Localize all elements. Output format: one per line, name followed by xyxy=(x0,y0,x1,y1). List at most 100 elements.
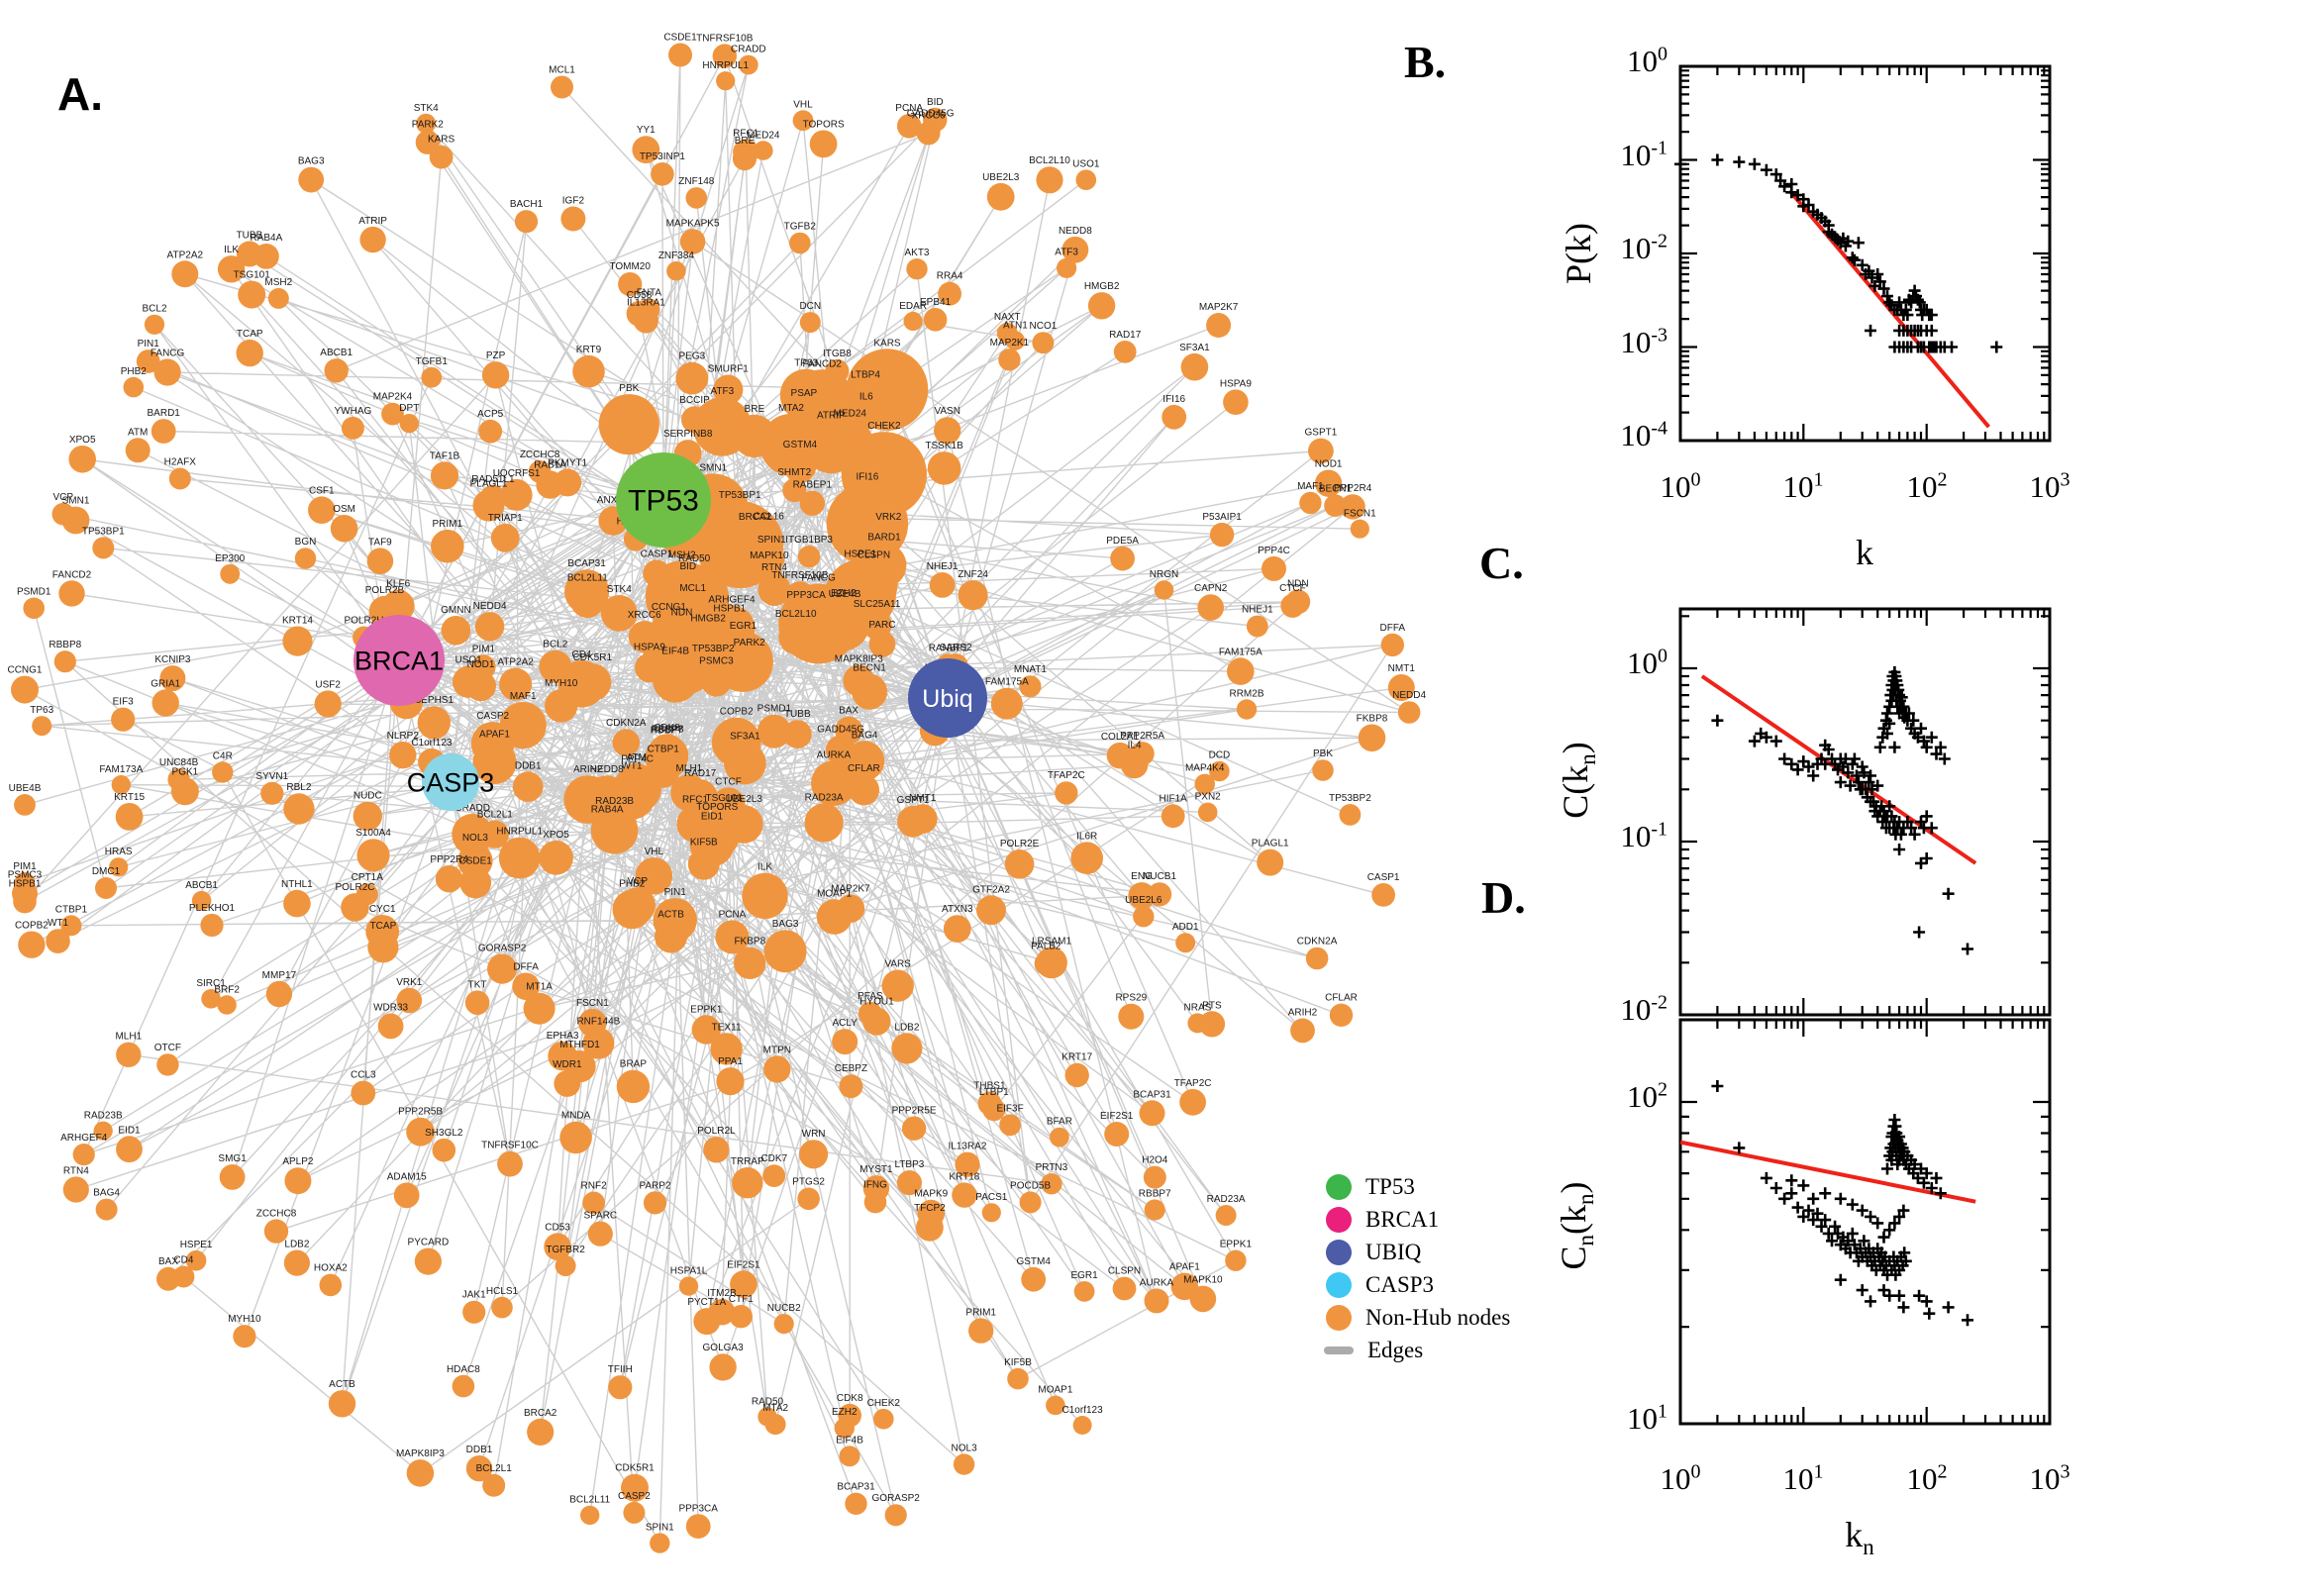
legend-item: UBIQ xyxy=(1326,1237,1421,1268)
network-node-label: SPARC xyxy=(583,1211,617,1222)
network-node xyxy=(512,972,540,1001)
network-node-label: XRCC6 xyxy=(628,610,661,621)
network-node-label: RAD50 xyxy=(752,1396,784,1407)
network-node xyxy=(643,559,670,587)
network-node-label: EPHA3 xyxy=(547,1031,579,1042)
network-node xyxy=(116,1136,143,1163)
network-node xyxy=(839,1074,863,1099)
network-node-label: HSPB1 xyxy=(9,879,42,890)
network-node xyxy=(125,438,151,463)
network-node-label: WRN xyxy=(802,1129,826,1140)
network-node xyxy=(554,1070,581,1097)
network-node-label: CFLAR xyxy=(848,763,880,774)
network-node-label: APAF1 xyxy=(1169,1262,1200,1273)
network-node xyxy=(219,1164,246,1190)
network-node-label: PPP4C xyxy=(1258,546,1290,556)
network-node-label: PZP xyxy=(486,350,506,361)
network-node xyxy=(1387,674,1415,701)
network-node xyxy=(14,794,36,816)
network-node xyxy=(1299,491,1322,515)
network-node-label: NEDD4 xyxy=(1392,690,1426,701)
network-node xyxy=(1032,332,1055,354)
panel-d-ylabel: Cn(kn) xyxy=(1554,1181,1599,1270)
network-node-label: IFI16 xyxy=(1162,394,1185,405)
network-node xyxy=(666,261,686,281)
network-node xyxy=(884,1504,907,1527)
network-node-label: CLSPN xyxy=(858,550,890,561)
network-node-label: MNDA xyxy=(561,1111,591,1122)
network-node-label: TNFRSF10B xyxy=(696,33,754,44)
network-node-label: BRCA2 xyxy=(524,1408,557,1419)
network-node-label: EGR1 xyxy=(730,621,758,632)
network-node-label: RABEP1 xyxy=(793,480,833,491)
network-node-label: WDR33 xyxy=(373,1003,408,1014)
network-node xyxy=(416,113,437,134)
network-node-label: H2AFX xyxy=(164,457,197,468)
legend-item: CASP3 xyxy=(1326,1269,1434,1301)
network-node-label: CD58 xyxy=(627,290,653,301)
network-node xyxy=(1154,580,1174,600)
network-node-label: TCAP xyxy=(237,329,263,340)
network-node xyxy=(60,915,82,937)
network-node-label: KIF5B xyxy=(690,838,718,848)
network-node-label: RRA4 xyxy=(937,271,963,282)
network-node-label: PRIM1 xyxy=(433,519,463,530)
network-node-label: AURKA xyxy=(817,749,852,760)
network-node xyxy=(167,768,190,791)
network-node-label: UBE2L3 xyxy=(726,794,763,805)
network-node xyxy=(263,1219,289,1244)
network-node-label: BCAP31 xyxy=(837,1482,875,1493)
network-node xyxy=(655,920,688,953)
network-node xyxy=(555,1255,576,1276)
network-node-label: MAP2K1 xyxy=(990,338,1030,349)
network-node-label: RANBP1 xyxy=(929,643,968,653)
network-node-label: MAP4K4 xyxy=(1185,763,1225,774)
legend-dot-icon xyxy=(1326,1207,1352,1233)
network-node xyxy=(809,130,838,158)
network-node-label: CASP2 xyxy=(618,1491,651,1502)
network-node xyxy=(474,612,505,642)
network-node xyxy=(123,376,145,398)
legend-item-label: BRCA1 xyxy=(1365,1207,1440,1232)
network-node-label: ABCB1 xyxy=(320,348,353,358)
network-node-label: PIN1 xyxy=(138,339,160,349)
network-node xyxy=(764,1414,786,1436)
network-node-label: RBBP7 xyxy=(651,726,683,737)
network-node xyxy=(452,813,494,855)
network-node-label: PSAP xyxy=(791,388,818,399)
network-node-labels: MLH1 RAD50 IFI16 HDAC8 ATRIP RAD17 BRE CTBP1 MTA… xyxy=(7,33,1426,1534)
network-node xyxy=(491,1296,513,1319)
network-node-label: BRE xyxy=(735,136,756,147)
network-node xyxy=(789,232,811,254)
network-node xyxy=(715,920,750,954)
panel-d-ticks xyxy=(1678,1020,2052,1426)
network-node-label: NMT1 xyxy=(1388,663,1416,674)
network-node xyxy=(1371,883,1395,907)
network-node-label: NTHL1 xyxy=(281,879,313,890)
network-node-label: USF2 xyxy=(315,679,341,690)
panel-d-ytick-label: 102 xyxy=(1627,1078,1667,1114)
network-node-label: TOPORS xyxy=(696,802,738,813)
network-node-label: NEDD8 xyxy=(1059,226,1092,237)
network-node-label: FSCN1 xyxy=(576,998,609,1009)
network-node xyxy=(763,1055,791,1083)
network-node-label: OSM xyxy=(333,504,355,515)
network-node-label: RNF2 xyxy=(581,1181,608,1192)
network-node-label: CD53 xyxy=(545,1222,570,1233)
network-node xyxy=(725,805,763,844)
network-node-label: EPB41 xyxy=(920,297,952,308)
network-node xyxy=(265,980,293,1008)
network-node xyxy=(481,361,510,389)
network-node-label: PKMYT1 xyxy=(548,457,587,468)
network-node xyxy=(797,1187,820,1211)
network-node xyxy=(1072,1416,1092,1435)
panel-b-frame xyxy=(1678,64,2052,443)
network-node-label: NRAS xyxy=(1184,1002,1212,1013)
network-node-label: MAP2K7 xyxy=(831,883,870,894)
network-node xyxy=(156,1266,180,1291)
network-node-label: COPB2 xyxy=(720,707,754,718)
network-node-label: KRT17 xyxy=(1061,1052,1092,1063)
network-node xyxy=(792,110,814,132)
network-node xyxy=(729,1305,753,1329)
network-node xyxy=(1036,166,1063,194)
